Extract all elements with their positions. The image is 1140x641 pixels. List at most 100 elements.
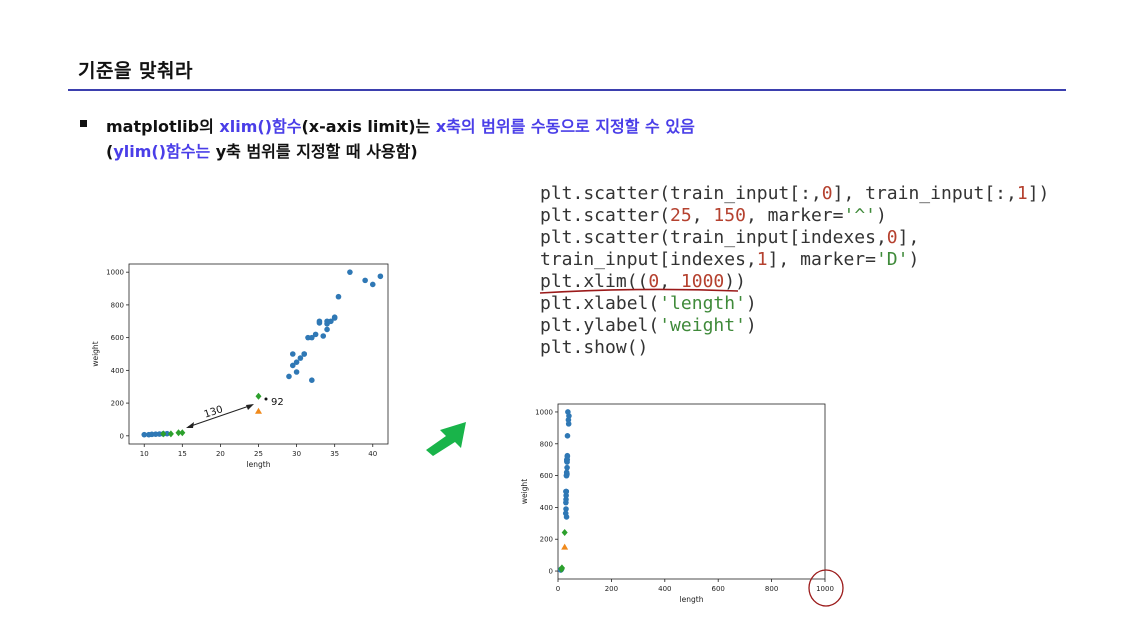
data-point (564, 433, 571, 439)
scatter-chart-before: 10 15 20 25 30 35 4002004006008001000lengthwei… (91, 263, 389, 469)
code-token: , marker= (745, 205, 844, 226)
data-point-diamond (160, 430, 167, 438)
x-tick-label: 200 (605, 585, 618, 593)
x-axis-label: length (247, 460, 271, 469)
code-line: plt.ylabel('weight') (540, 315, 1049, 337)
xlim-underline (539, 288, 739, 294)
data-point (164, 430, 170, 437)
x-tick-label: 15 (178, 450, 187, 458)
data-point-triangle (561, 543, 569, 550)
y-tick-label: 600 (111, 334, 124, 342)
code-line: train_input[indexes,1], marker='D') (540, 249, 1049, 271)
data-point (331, 315, 338, 321)
data-point-diamond (561, 529, 568, 537)
x-tick-label: 1000 (816, 585, 834, 593)
code-token: plt.ylabel( (540, 315, 660, 336)
green-arrow-icon (426, 422, 466, 456)
y-tick-label: 800 (540, 440, 553, 448)
data-point (301, 351, 308, 357)
data-point-diamond (175, 429, 182, 437)
bullet-highlight-xlim: xlim()함수 (219, 117, 302, 136)
data-point (293, 359, 300, 365)
bullet-text: matplotlib의 xlim()함수(x-axis limit)는 x축의 … (106, 114, 695, 164)
y-tick-label: 0 (120, 432, 124, 440)
slide-title: 기준을 맞춰라 (78, 60, 193, 82)
distance-arrowhead-left (186, 422, 194, 428)
data-point (141, 431, 148, 438)
data-point (369, 281, 376, 288)
code-token: plt.scatter(train_input[indexes, (540, 227, 887, 248)
data-point (289, 362, 296, 369)
code-line: plt.scatter(train_input[:,0], train_inpu… (540, 183, 1049, 205)
annotation-distance-92: 92 (271, 397, 284, 408)
data-point (335, 293, 342, 300)
xlim-1000-circle (808, 569, 844, 607)
data-point (377, 273, 384, 280)
code-token: train_input[indexes, (540, 249, 757, 270)
y-tick-label: 600 (540, 472, 553, 480)
bullet-square-icon (80, 120, 87, 127)
data-point (564, 464, 570, 471)
bullet-text-part: ( (106, 142, 114, 161)
data-point (563, 506, 569, 512)
y-axis-label: weight (520, 479, 529, 504)
y-tick-label: 0 (549, 568, 553, 576)
x-tick-label: 800 (765, 585, 778, 593)
code-token: 'length' (659, 293, 746, 314)
code-token: 1 (756, 249, 768, 270)
data-point-diamond (167, 430, 174, 438)
code-token: 'D' (875, 249, 909, 270)
x-tick-label: 400 (658, 585, 671, 593)
data-point (309, 377, 315, 383)
code-token: ]) (1027, 183, 1050, 204)
code-token: ], train_input[:, (832, 183, 1017, 204)
y-tick-label: 1000 (535, 408, 553, 416)
data-point-diamond (255, 392, 262, 400)
code-token: plt.show() (540, 337, 649, 358)
y-tick-label: 400 (540, 504, 553, 512)
data-point-triangle (255, 407, 262, 414)
data-point (312, 331, 319, 338)
distance-arrowhead-right (246, 404, 254, 410)
bullet-highlight-range: x축의 범위를 수동으로 지정할 수 있음 (435, 117, 695, 136)
data-point (328, 318, 334, 325)
x-tick-label: 0 (556, 585, 560, 593)
y-tick-label: 400 (111, 367, 124, 375)
x-tick-label: 30 (292, 450, 301, 458)
y-tick-label: 200 (111, 400, 124, 408)
code-token: )) (724, 271, 746, 292)
y-axis-label: weight (91, 341, 100, 366)
bullet-text-part: matplotlib의 (106, 117, 220, 136)
data-point (316, 318, 323, 325)
bullet-text-part: y축 범위를 지정할 때 사용함) (210, 142, 418, 161)
data-point (362, 277, 368, 284)
code-token: ], marker= (767, 249, 876, 270)
scatter-chart-after: 0 200 400 600 800 1000 0 200 400 600 800 1000 length… (520, 403, 834, 604)
code-token: , (691, 205, 714, 226)
code-token: ) (745, 315, 757, 336)
code-token: plt.xlabel( (540, 293, 660, 314)
plot-frame (128, 263, 389, 445)
data-point (564, 453, 571, 460)
x-tick-label: 25 (254, 450, 263, 458)
code-line: plt.scatter(25, 150, marker='^') (540, 205, 1049, 227)
data-point (563, 496, 569, 503)
code-line: plt.xlabel('length') (540, 293, 1049, 315)
x-tick-label: 10 (140, 450, 149, 458)
code-token: 'weight' (659, 315, 746, 336)
data-point (286, 373, 292, 380)
code-token: 25 (670, 205, 692, 226)
x-tick-label: 40 (368, 450, 377, 458)
x-axis-label: length (680, 595, 704, 604)
data-point (347, 269, 353, 275)
plot-frame (557, 403, 826, 580)
code-token: ) (876, 205, 887, 226)
y-tick-label: 1000 (106, 269, 124, 277)
data-point (566, 413, 572, 419)
code-token: , (659, 271, 681, 292)
code-token: 0 (648, 271, 660, 292)
code-token: '^' (843, 205, 876, 226)
code-token: 0 (821, 183, 833, 204)
code-line: plt.show() (540, 337, 1049, 359)
